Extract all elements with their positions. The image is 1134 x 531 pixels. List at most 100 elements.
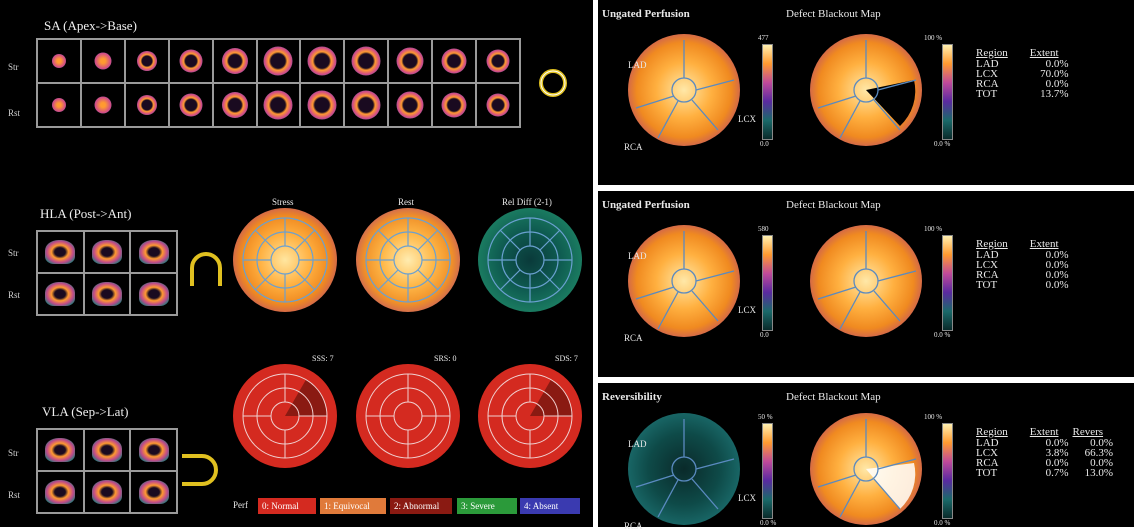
sa-slice-image bbox=[136, 95, 157, 115]
sa-slice-cell[interactable] bbox=[212, 83, 257, 127]
hla-str-label: Str bbox=[8, 248, 19, 258]
vla-slice-cell[interactable] bbox=[130, 429, 177, 471]
lcx-label: LCX bbox=[738, 493, 756, 503]
hla-slice-cell[interactable] bbox=[83, 231, 131, 273]
ungated-perfusion-panel-1: Ungated Perfusion Defect Blackout Map LAD R… bbox=[598, 0, 1134, 185]
stress-score-map[interactable] bbox=[233, 364, 337, 468]
sa-slice-cell[interactable] bbox=[476, 83, 520, 127]
extent-header-cell: Region bbox=[976, 47, 1008, 59]
sa-slice-cell[interactable] bbox=[168, 39, 213, 83]
vla-slice-grid[interactable] bbox=[36, 428, 178, 514]
extent-row: RCA 0.0% 0.0% bbox=[976, 458, 1117, 469]
rest-polar-map[interactable] bbox=[356, 208, 460, 312]
sa-title: SA (Apex->Base) bbox=[44, 18, 137, 33]
vla-slice-cell[interactable] bbox=[83, 471, 131, 513]
sa-str-label: Str bbox=[8, 62, 19, 72]
sa-slice-image bbox=[94, 52, 112, 70]
stress-polar-map[interactable] bbox=[233, 208, 337, 312]
extent-cell: LAD bbox=[976, 249, 999, 261]
lad-label: LAD bbox=[628, 439, 647, 449]
percent-max-label: 100 % bbox=[924, 413, 943, 421]
sa-slice-cell[interactable] bbox=[388, 39, 433, 83]
polar-title-rest: Rest bbox=[398, 197, 415, 207]
sa-slice-image bbox=[486, 49, 510, 73]
hla-slice-grid[interactable] bbox=[36, 230, 178, 316]
sa-slice-cell[interactable] bbox=[168, 83, 213, 127]
hla-slice-cell[interactable] bbox=[37, 231, 84, 273]
sa-slice-cell[interactable] bbox=[124, 39, 169, 83]
perfusion-polar-map[interactable] bbox=[628, 34, 740, 146]
hla-slice-cell[interactable] bbox=[83, 273, 131, 315]
lcx-label: LCX bbox=[738, 305, 756, 315]
sa-slice-cell[interactable] bbox=[432, 83, 477, 127]
hla-rst-label: Rst bbox=[8, 290, 21, 300]
rca-label: RCA bbox=[624, 142, 643, 152]
vla-slice-image bbox=[91, 480, 122, 504]
extent-cell: LCX bbox=[976, 259, 998, 271]
slice-viewer-panel: SA (Apex->Base) Str Rst HLA (Post->Ant) … bbox=[0, 0, 593, 527]
extent-cell: RCA bbox=[976, 78, 999, 90]
sa-slice-cell[interactable] bbox=[300, 39, 345, 83]
extent-cell: 66.3% bbox=[1084, 447, 1114, 459]
extent-cell: 3.8% bbox=[1045, 447, 1069, 459]
srs-score: SRS: 0 bbox=[434, 354, 457, 363]
extent-cell: 13.0% bbox=[1084, 467, 1114, 479]
hla-slice-cell[interactable] bbox=[130, 273, 177, 315]
defect-blackout-map[interactable] bbox=[810, 413, 922, 525]
extent-header-cell: Region bbox=[976, 238, 1008, 250]
sa-slice-grid[interactable] bbox=[36, 38, 521, 128]
sa-slice-cell[interactable] bbox=[256, 39, 301, 83]
sa-slice-image bbox=[221, 92, 248, 118]
defect-blackout-map[interactable] bbox=[810, 34, 922, 146]
sa-slice-cell[interactable] bbox=[80, 39, 125, 83]
sa-slice-image bbox=[221, 48, 248, 74]
extent-cell: TOT bbox=[976, 88, 998, 100]
sa-slice-image bbox=[307, 46, 337, 76]
sa-slice-cell[interactable] bbox=[388, 83, 433, 127]
color-scale-bar bbox=[762, 235, 773, 331]
perfusion-polar-map[interactable] bbox=[628, 225, 740, 337]
lad-label: LAD bbox=[628, 60, 647, 70]
sa-slice-cell[interactable] bbox=[300, 83, 345, 127]
color-scale-bar bbox=[762, 44, 773, 140]
vla-slice-cell[interactable] bbox=[130, 471, 177, 513]
sa-slice-cell[interactable] bbox=[476, 39, 520, 83]
sa-slice-cell[interactable] bbox=[80, 83, 125, 127]
sa-slice-image bbox=[351, 46, 381, 76]
rest-score-map[interactable] bbox=[356, 364, 460, 468]
sa-rst-label: Rst bbox=[8, 108, 21, 118]
vla-title: VLA (Sep->Lat) bbox=[42, 404, 129, 419]
hla-slice-cell[interactable] bbox=[37, 273, 84, 315]
perf-legend-item: 3: Severe bbox=[457, 498, 517, 514]
percent-max-label: 100 % bbox=[924, 34, 943, 42]
scale-min-label: 0.0 % bbox=[760, 519, 777, 527]
defect-map-title: Defect Blackout Map bbox=[786, 199, 881, 211]
diff-score-map[interactable] bbox=[478, 364, 582, 468]
reldiff-polar-map[interactable] bbox=[478, 208, 582, 312]
vla-slice-cell[interactable] bbox=[37, 471, 84, 513]
perf-label: Perf bbox=[233, 500, 248, 510]
sa-slice-cell[interactable] bbox=[124, 83, 169, 127]
sa-slice-cell[interactable] bbox=[37, 83, 81, 127]
sa-slice-cell[interactable] bbox=[37, 39, 81, 83]
sa-slice-cell[interactable] bbox=[432, 39, 477, 83]
sa-slice-cell[interactable] bbox=[344, 83, 389, 127]
defect-map-title: Defect Blackout Map bbox=[786, 8, 881, 20]
extent-cell: 0.0% bbox=[1045, 249, 1069, 261]
extent-header-row: Region Extent Revers bbox=[976, 427, 1117, 438]
reversibility-polar-map[interactable] bbox=[628, 413, 740, 525]
sa-slice-cell[interactable] bbox=[212, 39, 257, 83]
sa-slice-cell[interactable] bbox=[256, 83, 301, 127]
hla-slice-cell[interactable] bbox=[130, 231, 177, 273]
lcx-label: LCX bbox=[738, 114, 756, 124]
vla-slice-cell[interactable] bbox=[37, 429, 84, 471]
extent-cell: LCX bbox=[976, 68, 998, 80]
panel-title: Ungated Perfusion bbox=[602, 199, 690, 211]
percent-scale-bar bbox=[942, 235, 953, 331]
percent-max-label: 100 % bbox=[924, 225, 943, 233]
vla-slice-cell[interactable] bbox=[83, 429, 131, 471]
defect-blackout-map[interactable] bbox=[810, 225, 922, 337]
extent-row: LAD 0.0% bbox=[976, 249, 1073, 261]
sa-slice-cell[interactable] bbox=[344, 39, 389, 83]
panel-title: Ungated Perfusion bbox=[602, 8, 690, 20]
